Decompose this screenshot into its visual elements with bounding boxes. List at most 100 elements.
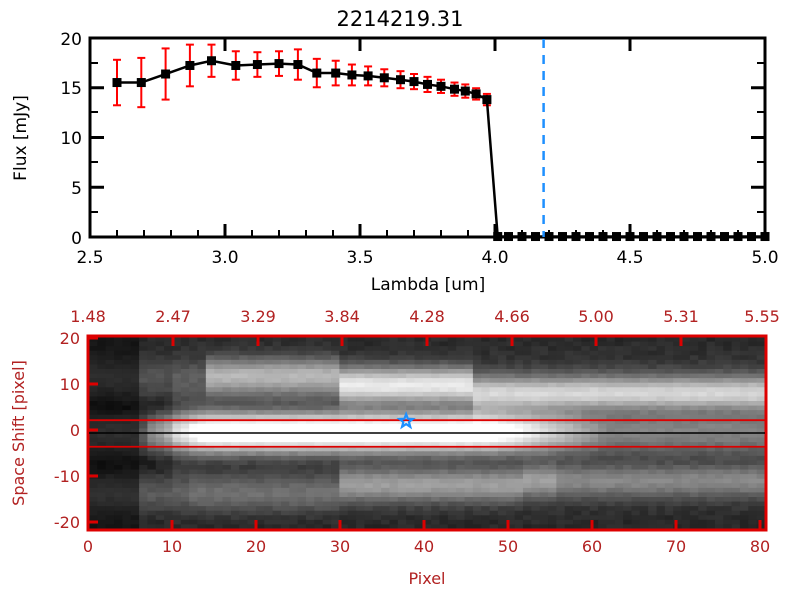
heatmap-cell	[239, 359, 249, 366]
heatmap-cell	[731, 478, 741, 484]
heatmap-cell	[339, 414, 349, 420]
heatmap-cell	[147, 446, 157, 452]
heatmap-cell	[589, 396, 599, 402]
heatmap-cell	[598, 519, 608, 526]
heatmap-cell	[214, 515, 224, 521]
heatmap-cell	[656, 396, 666, 402]
heatmap-cell	[305, 510, 315, 516]
heatmap-cell	[556, 492, 566, 498]
heatmap-cell	[89, 446, 98, 452]
heatmap-cell	[731, 401, 741, 407]
heatmap-cell	[164, 524, 174, 530]
heatmap-cell	[731, 387, 741, 393]
heatmap-cell	[748, 487, 758, 494]
heatmap-cell	[447, 401, 457, 407]
heatmap-cell	[280, 474, 290, 480]
heatmap-cell	[130, 364, 140, 370]
heatmap-cell	[289, 378, 299, 384]
heatmap-cell	[639, 391, 649, 398]
heatmap-cell	[539, 460, 549, 466]
heatmap-cell	[472, 469, 482, 475]
heatmap-cell	[356, 510, 366, 516]
heatmap-cell	[297, 355, 307, 361]
heatmap-cell	[681, 337, 691, 343]
heatmap-cell	[756, 428, 766, 434]
heatmap-cell	[289, 405, 299, 411]
heatmap-cell	[447, 510, 457, 516]
heatmap-cell	[564, 487, 574, 494]
heatmap-cell	[431, 364, 441, 370]
heatmap-cell	[114, 487, 123, 494]
heatmap-cell	[289, 469, 299, 475]
heatmap-cell	[497, 378, 507, 384]
heatmap-cell	[739, 428, 749, 434]
heatmap-cell	[447, 405, 457, 411]
heatmap-cell	[272, 419, 282, 425]
heatmap-cell	[214, 437, 224, 443]
heatmap-cell	[581, 460, 591, 466]
heatmap-cell	[756, 474, 766, 480]
heatmap-cell	[589, 487, 599, 494]
heatmap-cell	[89, 501, 98, 507]
heatmap-cell	[623, 359, 633, 366]
heatmap-cell	[406, 474, 416, 480]
heatmap-cell	[372, 410, 382, 416]
heatmap-cell	[155, 469, 165, 475]
heatmap-cell	[255, 341, 265, 347]
heatmap-cell	[155, 378, 165, 384]
heatmap-cell	[172, 442, 182, 448]
heatmap-cell	[714, 346, 724, 352]
heatmap-cell	[214, 337, 224, 343]
heatmap-cell	[222, 506, 232, 512]
heatmap-cell	[347, 474, 357, 480]
heatmap-cell	[573, 428, 582, 434]
heatmap-cell	[623, 396, 633, 402]
heatmap-cell	[130, 501, 140, 507]
heatmap-cell	[631, 337, 641, 343]
heatmap-cell	[656, 401, 666, 407]
heatmap-cell	[205, 355, 215, 361]
heatmap-cell	[681, 442, 691, 448]
heatmap-cell	[389, 442, 399, 448]
heatmap-cell	[539, 369, 549, 375]
heatmap-cell	[447, 364, 457, 370]
heatmap-cell	[406, 359, 416, 366]
heatmap-cell	[114, 419, 123, 425]
heatmap-cell	[631, 401, 641, 407]
heatmap-cell	[89, 391, 98, 398]
heatmap-cell	[364, 455, 374, 462]
heatmap-cell	[297, 346, 307, 352]
heatmap-cell	[205, 433, 215, 439]
heatmap-cell	[289, 359, 299, 366]
heatmap-cell	[522, 474, 532, 480]
heatmap-cell	[414, 515, 424, 521]
heatmap-cell	[497, 364, 507, 370]
heatmap-cell	[506, 382, 516, 388]
heatmap-cell	[164, 451, 174, 457]
heatmap-cell	[506, 405, 516, 411]
heatmap-cell	[573, 515, 582, 521]
heatmap-cell	[589, 465, 599, 471]
heatmap-cell	[305, 446, 315, 452]
heatmap-cell	[464, 501, 474, 507]
heatmap-cell	[414, 414, 424, 420]
heatmap-cell	[339, 483, 349, 489]
heatmap-cell	[447, 497, 457, 503]
heatmap-cell	[297, 364, 307, 370]
heatmap-cell	[464, 492, 474, 498]
heatmap-cell	[139, 396, 149, 402]
heatmap-cell	[439, 446, 449, 452]
heatmap-cell	[756, 515, 766, 521]
heatmap-cell	[506, 350, 516, 356]
heatmap-cell	[581, 469, 591, 475]
heatmap-cell	[205, 501, 215, 507]
heatmap-cell	[706, 446, 716, 452]
heatmap-cell	[472, 497, 482, 503]
heatmap-cell	[723, 341, 733, 347]
heatmap-cell	[205, 423, 215, 430]
heatmap-cell	[389, 451, 399, 457]
heatmap-cell	[689, 373, 699, 379]
heatmap-cell	[531, 478, 541, 484]
heatmap-cell	[431, 460, 441, 466]
heatmap-cell	[389, 341, 399, 347]
